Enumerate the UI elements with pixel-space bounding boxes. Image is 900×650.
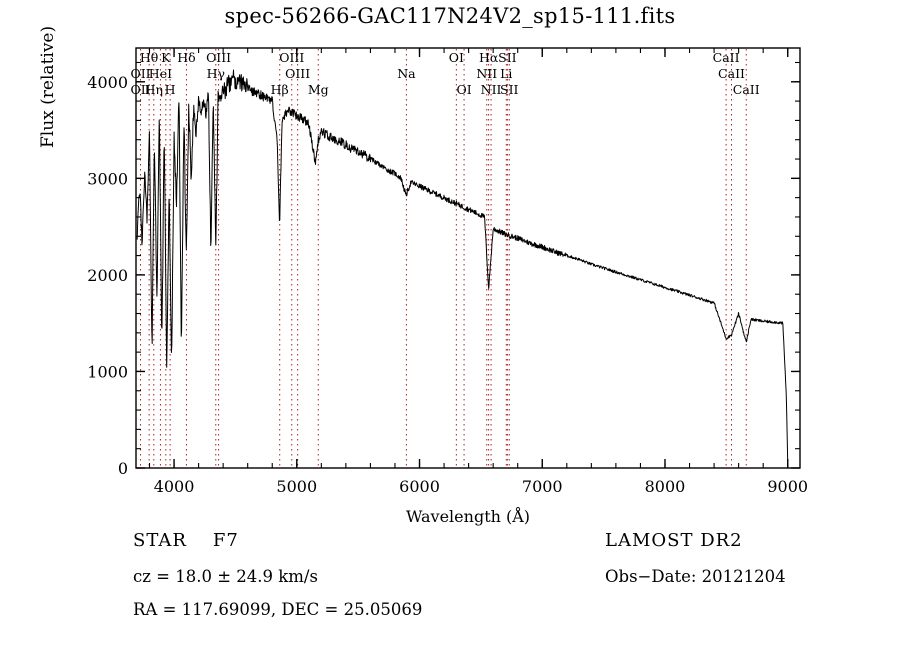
spectral-line-label: Hη (145, 82, 163, 97)
spectral-line-label: OIII (206, 50, 231, 65)
spectral-line-label: Hγ (207, 66, 225, 81)
y-tick-label: 2000 (87, 266, 128, 285)
spectral-line-label: Mg (308, 82, 329, 97)
metadata-footer: STAR F7 cz = 18.0 ± 24.9 km/s RA = 117.69… (0, 530, 900, 640)
metadata-right-column: LAMOST DR2 Obs−Date: 20121204 (605, 530, 786, 600)
y-axis-label: Flux (relative) (38, 25, 58, 148)
spectral-line-label: SII (498, 50, 517, 65)
plot-title: spec-56266-GAC117N24V2_sp15-111.fits (224, 4, 676, 28)
observation-date: Obs−Date: 20121204 (605, 567, 786, 586)
spectral-class: F7 (212, 530, 239, 551)
x-tick-label: 9000 (767, 477, 808, 496)
spectral-line-label: NII (476, 66, 497, 81)
spectral-line-label: OI (449, 50, 464, 65)
spectral-line-label: OIII (279, 50, 304, 65)
object-summary: STAR F7 (133, 530, 422, 551)
y-tick-label: 3000 (87, 169, 128, 188)
spectral-line-label: Hβ (271, 82, 289, 97)
object-type: STAR (133, 530, 187, 551)
spectral-line-label: Li (500, 66, 512, 81)
coordinates: RA = 117.69099, DEC = 25.05069 (133, 600, 423, 619)
spectral-line-label: CaII (733, 82, 760, 97)
y-tick-label: 0 (118, 459, 128, 478)
y-tick-label: 1000 (87, 362, 128, 381)
x-axis-label: Wavelength (Å) (405, 507, 531, 526)
spectral-line-label: CaII (713, 50, 740, 65)
spectral-line-label: SII (500, 82, 519, 97)
spectral-line-label: K (161, 50, 171, 65)
survey-name: LAMOST DR2 (605, 530, 743, 551)
x-tick-label: 4000 (154, 477, 195, 496)
x-tick-label: 6000 (399, 477, 440, 496)
radial-velocity: cz = 18.0 ± 24.9 km/s (133, 567, 318, 586)
spectral-line-label: Hα (479, 50, 499, 65)
x-tick-label: 8000 (645, 477, 686, 496)
spectral-line-label: NII (481, 82, 502, 97)
spectral-line-label: CaII (718, 66, 745, 81)
plot-frame (135, 47, 801, 469)
x-tick-label: 5000 (276, 477, 317, 496)
spectral-line-label: OII (130, 66, 150, 81)
spectral-line-label: OIII (285, 66, 310, 81)
y-tick-label: 4000 (87, 73, 128, 92)
spectral-line-label: OI (456, 82, 471, 97)
x-tick-label: 7000 (522, 477, 563, 496)
spectral-line-label: OII (130, 82, 150, 97)
spectrum-trace (136, 69, 789, 463)
spectral-line-label: Hθ (140, 50, 158, 65)
spectral-line-label: Na (397, 66, 416, 81)
metadata-left-column: STAR F7 cz = 18.0 ± 24.9 km/s RA = 117.69… (133, 530, 422, 633)
spectral-line-label: HeI (149, 66, 172, 81)
spectral-line-label: H (165, 82, 176, 97)
spectral-line-label: Hδ (177, 50, 195, 65)
